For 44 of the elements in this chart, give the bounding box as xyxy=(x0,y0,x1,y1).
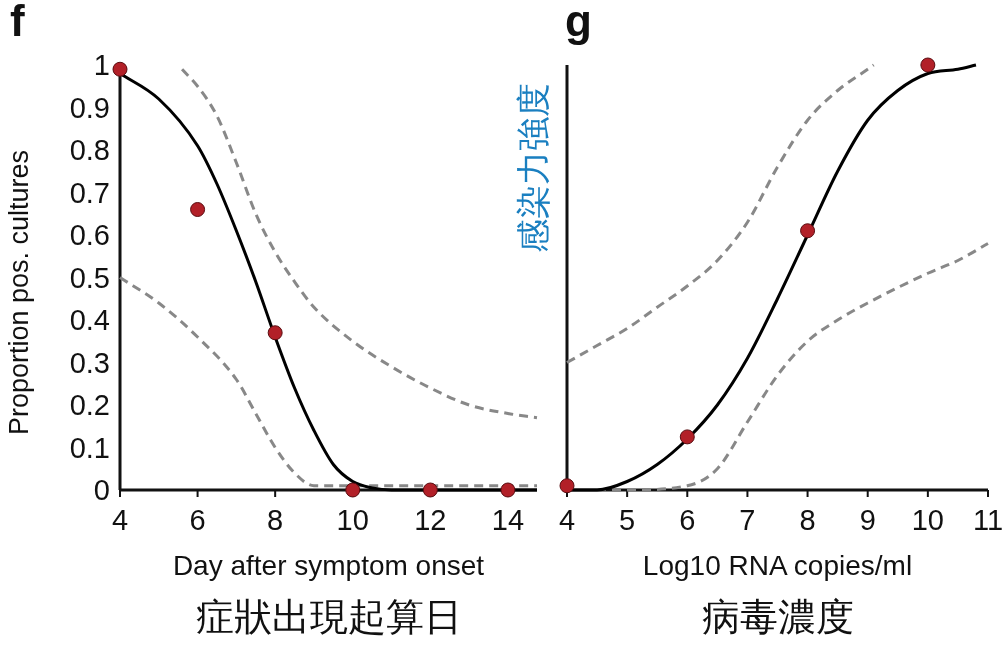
point xyxy=(559,478,575,494)
y-tick-label: 1 xyxy=(93,49,110,81)
x-axis-title: Day after symptom onset xyxy=(172,550,485,581)
point xyxy=(920,57,936,73)
text: 症狀出現起算日 xyxy=(195,596,462,638)
x-tick-label: 4 xyxy=(558,504,576,536)
y-axis-title: Proportion pos. cultures xyxy=(4,149,34,436)
y-tick-label: 0 xyxy=(93,474,110,506)
x-tick-label: 8 xyxy=(799,504,816,536)
y-tick-label: 0.1 xyxy=(69,431,110,464)
x-tick-label: 14 xyxy=(491,504,525,536)
x-tick-label: 6 xyxy=(679,504,696,536)
y-tick-label: 0.7 xyxy=(69,176,110,209)
y-tick-label: 0.2 xyxy=(69,389,110,421)
x-tick-label: 10 xyxy=(911,504,944,536)
x-axis-title: Log10 RNA copies/ml xyxy=(642,550,913,581)
chart-title: f xyxy=(10,0,25,45)
point xyxy=(679,429,695,445)
point xyxy=(500,482,516,498)
point xyxy=(112,61,128,77)
y-tick-label: 0.5 xyxy=(69,261,110,294)
line-series xyxy=(118,276,539,488)
text: 病毒濃度 xyxy=(701,596,854,638)
point xyxy=(190,202,206,217)
point xyxy=(345,482,361,498)
point xyxy=(800,223,816,239)
y-axis-title: 感染力強度 xyxy=(514,83,552,253)
x-tick-label: 6 xyxy=(189,504,206,536)
chart-title: g xyxy=(565,0,592,45)
y-tick-label: 0.3 xyxy=(69,346,110,379)
point xyxy=(422,482,438,498)
y-tick-label: 0.9 xyxy=(69,91,110,124)
x-tick-label: 11 xyxy=(972,504,1004,536)
x-tick-label: 12 xyxy=(414,504,447,536)
y-tick-label: 0.4 xyxy=(69,304,110,336)
x-tick-label: 5 xyxy=(619,504,636,536)
x-tick-label: 9 xyxy=(859,504,876,536)
x-tick-label: 4 xyxy=(111,504,129,536)
point xyxy=(267,325,283,341)
x-tick-label: 8 xyxy=(267,504,284,536)
y-tick-label: 0.8 xyxy=(69,134,110,166)
x-tick-label: 10 xyxy=(336,504,369,536)
x-tick-label: 7 xyxy=(739,504,756,536)
y-tick-label: 0.6 xyxy=(69,219,110,251)
